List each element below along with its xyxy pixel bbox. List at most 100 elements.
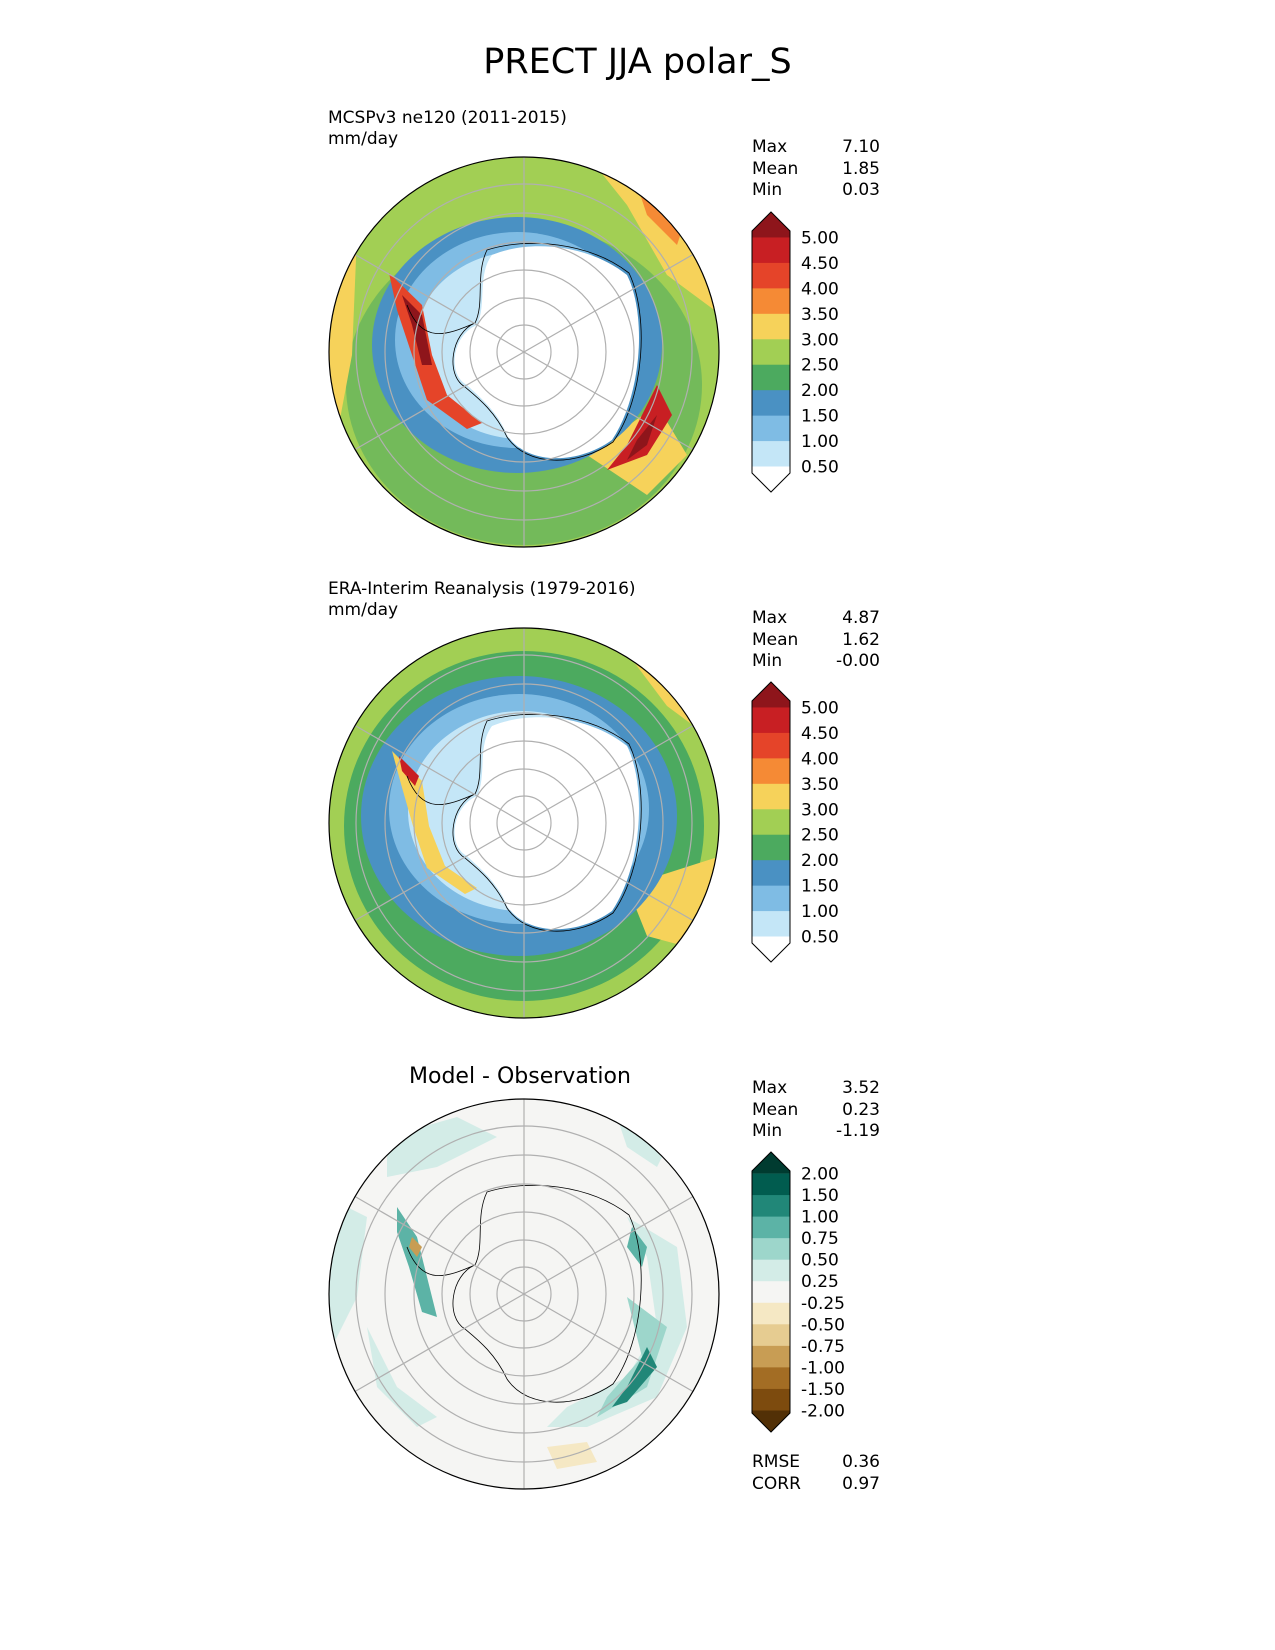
map-patch-pos-e [547, 1217, 687, 1427]
colorbar-segment [752, 1388, 790, 1411]
colorbar-segment [752, 339, 790, 366]
map-east-coast-heavy-precip [607, 385, 672, 470]
map-boundary [328, 1098, 720, 1490]
colorbar-tick-label: 2.00 [801, 851, 839, 871]
colorbar-tick-label: 0.25 [801, 1272, 839, 1292]
colorbar-segment [752, 860, 790, 887]
colorbar-extend-max [752, 682, 790, 708]
colorbar-segment [752, 288, 790, 315]
map-peninsula-max [402, 295, 432, 365]
colorbar-segment [752, 1302, 790, 1325]
stat-mean: Mean 1.85 [752, 158, 880, 179]
colorbar-tick-label: 0.50 [801, 458, 839, 478]
colorbar-tick-label: 3.00 [801, 330, 839, 350]
colorbar-tick-label: -1.00 [801, 1358, 845, 1378]
metric-corr: CORR 0.97 [752, 1473, 880, 1494]
colorbar-extend-min [752, 936, 790, 962]
colorbar-tick-label: 0.75 [801, 1229, 839, 1249]
colorbar-tick-label: -2.00 [801, 1401, 845, 1421]
colorbar-tick-label: 1.00 [801, 432, 839, 452]
colorbar-tick-label: 3.50 [801, 775, 839, 795]
colorbar-tick-label: 5.00 [801, 698, 839, 718]
colorbar-segment [752, 834, 790, 861]
map-coastline [406, 1184, 642, 1403]
colorbar-tick-label: 1.50 [801, 407, 839, 427]
colorbar-outline [751, 681, 791, 963]
map-graticule [354, 1099, 694, 1489]
stat-mean: Mean 0.23 [752, 1099, 880, 1120]
colorbar-segment [752, 1345, 790, 1368]
colorbar-segment [752, 1324, 790, 1347]
colorbar-tick-label: -1.50 [801, 1380, 845, 1400]
colorbar-tick-label: 4.00 [801, 279, 839, 299]
colorbar-segment [752, 911, 790, 938]
map-graticule [354, 628, 694, 1018]
colorbar-segment [752, 1367, 790, 1390]
colorbar-segment [752, 1238, 790, 1261]
colorbar-extend-max [752, 212, 790, 238]
panel1-colorbar: 0.50 1.00 1.50 2.00 2.50 3.00 3.50 4.00 4.50 5.00 [751, 211, 839, 493]
map-boundary [328, 627, 720, 1019]
colorbar-tick-label: 1.00 [801, 902, 839, 922]
panel1-stats: Max 7.10 Mean 1.85 Min 0.03 [752, 137, 880, 202]
map-patch-pos-e4 [627, 1227, 647, 1267]
stat-min: Min -0.00 [752, 651, 880, 671]
colorbar-segment [752, 364, 790, 391]
map-antarctica-white [454, 246, 639, 459]
colorbar-tick-label: 2.50 [801, 356, 839, 376]
map-peninsula-max [399, 756, 419, 786]
map-coastline [406, 713, 642, 932]
stat-max: Max 3.52 [752, 1078, 880, 1098]
panel2-title-line2: mm/day [328, 600, 399, 620]
map-coastline [406, 242, 642, 461]
stat-max: Max 4.87 [752, 608, 880, 628]
map-peninsula-precip [392, 751, 477, 894]
colorbar-tick-label: -0.75 [801, 1337, 845, 1357]
colorbar-segment [752, 415, 790, 442]
map-peninsula-pos [397, 1207, 437, 1317]
panel2-polar-map [328, 627, 720, 1019]
panel3-title: Model - Observation [409, 1064, 631, 1089]
colorbar-extend-min [752, 466, 790, 492]
colorbar-segment [752, 313, 790, 340]
colorbar-tick-label: 4.00 [801, 749, 839, 769]
colorbar-segment [752, 783, 790, 810]
colorbar-segment [752, 1195, 790, 1218]
colorbar-tick-label: 0.50 [801, 1251, 839, 1271]
stat-min: Min -1.19 [752, 1121, 880, 1141]
colorbar-segment [752, 758, 790, 785]
map-boundary [328, 156, 720, 548]
map-east-coast-max [627, 415, 657, 460]
panel3-polar-map [328, 1098, 720, 1490]
colorbar-segment [752, 390, 790, 417]
map-patch-pos-e2 [597, 1297, 667, 1417]
colorbar-segment [752, 1173, 790, 1196]
colorbar-segment [752, 809, 790, 836]
stat-max: Max 7.10 [752, 137, 880, 157]
colorbar-tick-label: 0.50 [801, 928, 839, 948]
colorbar-extend-min [752, 1410, 790, 1432]
panel2-colorbar: 0.50 1.00 1.50 2.00 2.50 3.00 3.50 4.00 4.50 5.00 [751, 681, 839, 963]
colorbar-tick-label: 1.50 [801, 1186, 839, 1206]
colorbar-tick-label: 3.00 [801, 800, 839, 820]
panel1-title-line1: MCSPv3 ne120 (2011-2015) [328, 108, 567, 128]
map-graticule [354, 157, 694, 547]
panel3-stats: Max 3.52 Mean 0.23 Min -1.19 [752, 1078, 880, 1143]
colorbar-extend-max [752, 1152, 790, 1174]
map-antarctica-white [454, 717, 639, 930]
metric-rmse: RMSE 0.36 [752, 1452, 880, 1472]
colorbar-tick-label: 2.50 [801, 826, 839, 846]
colorbar-segment [752, 885, 790, 912]
colorbar-outline [751, 1151, 791, 1433]
colorbar-segment [752, 1216, 790, 1239]
colorbar-tick-label: 4.50 [801, 254, 839, 274]
colorbar-tick-label: 2.00 [801, 381, 839, 401]
panel2-title-line1: ERA-Interim Reanalysis (1979-2016) [328, 579, 636, 599]
colorbar-segment [752, 707, 790, 734]
colorbar-tick-label: 2.00 [801, 1165, 839, 1185]
colorbar-outline [751, 211, 791, 493]
panel1-polar-map [328, 156, 720, 548]
colorbar-segment [752, 1281, 790, 1304]
colorbar-tick-label: 3.50 [801, 305, 839, 325]
panel3-metrics: RMSE 0.36 CORR 0.97 [752, 1452, 880, 1495]
